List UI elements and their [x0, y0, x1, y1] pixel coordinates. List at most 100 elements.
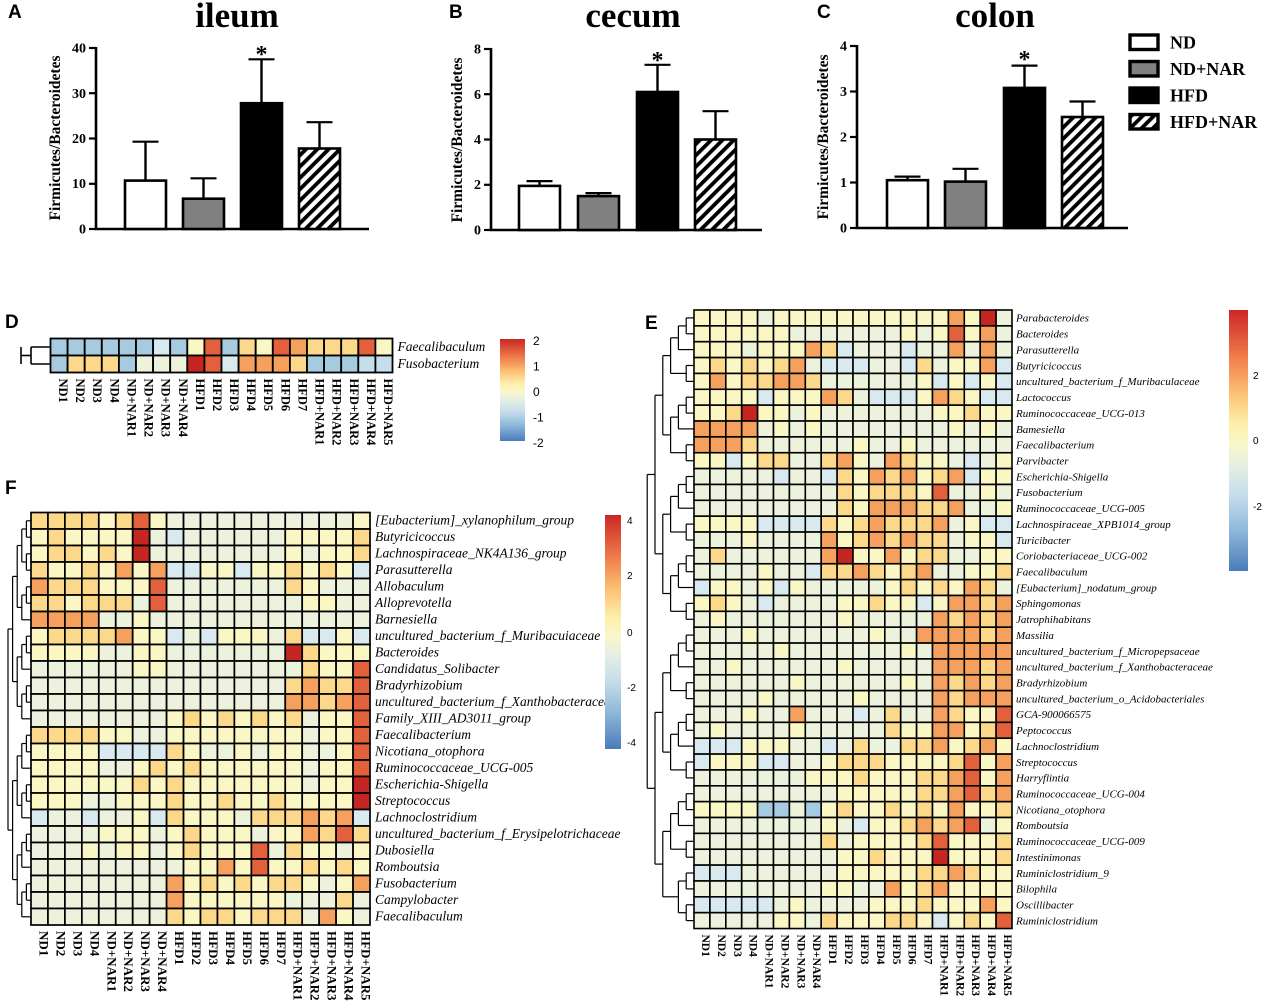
svg-text:ND1: ND1 — [37, 931, 52, 956]
svg-text:HFD6: HFD6 — [278, 379, 292, 412]
svg-text:Butyricicoccus: Butyricicoccus — [1016, 360, 1081, 372]
svg-text:ND2: ND2 — [715, 935, 727, 958]
svg-text:2: 2 — [1253, 371, 1259, 382]
svg-text:HFD+NAR: HFD+NAR — [1170, 112, 1258, 132]
svg-text:4: 4 — [627, 516, 633, 527]
svg-text:HFD3: HFD3 — [227, 379, 241, 412]
svg-text:Ruminiclostridium: Ruminiclostridium — [1015, 915, 1098, 927]
svg-text:ND+NAR2: ND+NAR2 — [142, 379, 156, 438]
svg-text:ND3: ND3 — [70, 931, 85, 957]
svg-text:2: 2 — [627, 571, 633, 582]
svg-text:40: 40 — [72, 42, 86, 57]
svg-text:Bacteroides: Bacteroides — [1016, 329, 1068, 341]
svg-text:HFD6: HFD6 — [906, 935, 918, 965]
svg-text:HFD+NAR4: HFD+NAR4 — [985, 935, 997, 997]
svg-text:Bradyrhizobium: Bradyrhizobium — [1016, 678, 1087, 690]
svg-text:ND+NAR3: ND+NAR3 — [794, 935, 806, 989]
svg-text:Firmicutes/Bacteroidetes: Firmicutes/Bacteroidetes — [815, 55, 832, 220]
svg-text:HFD+NAR5: HFD+NAR5 — [1001, 935, 1013, 997]
svg-text:Streptococcus: Streptococcus — [375, 793, 450, 808]
svg-text:20: 20 — [72, 132, 86, 147]
svg-text:ND: ND — [1170, 33, 1196, 53]
svg-text:uncultured_bacterium_o_Acidoba: uncultured_bacterium_o_Acidobacteriales — [1016, 693, 1204, 705]
svg-text:C: C — [817, 2, 831, 23]
svg-text:0: 0 — [79, 223, 86, 238]
svg-text:ND3: ND3 — [90, 379, 104, 403]
svg-text:Campylobacter: Campylobacter — [375, 892, 459, 907]
svg-text:-4: -4 — [627, 738, 636, 749]
svg-text:Lactococcus: Lactococcus — [1015, 392, 1071, 404]
svg-text:0: 0 — [627, 628, 633, 639]
svg-text:Ruminococcaceae_UCG-005: Ruminococcaceae_UCG-005 — [374, 760, 533, 775]
svg-text:HFD+NAR4: HFD+NAR4 — [364, 379, 378, 447]
svg-text:Peptococcus: Peptococcus — [1015, 725, 1072, 737]
svg-text:uncultured_bacterium_f_Muribac: uncultured_bacterium_f_Muribacuiaceae — [375, 628, 600, 643]
svg-text:HFD4: HFD4 — [223, 931, 238, 965]
svg-text:Candidatus_Solibacter: Candidatus_Solibacter — [375, 661, 500, 676]
svg-text:HFD1: HFD1 — [193, 379, 207, 412]
svg-text:-2: -2 — [1253, 502, 1262, 513]
svg-text:F: F — [5, 478, 17, 499]
svg-text:2: 2 — [840, 131, 847, 146]
svg-text:HFD2: HFD2 — [842, 935, 854, 965]
svg-text:*: * — [1019, 47, 1031, 73]
svg-text:HFD4: HFD4 — [874, 935, 886, 965]
svg-text:cecum: cecum — [585, 0, 680, 35]
svg-text:0: 0 — [533, 385, 540, 399]
svg-text:Faecalibacterium: Faecalibacterium — [374, 727, 471, 742]
svg-text:ND+NAR1: ND+NAR1 — [104, 931, 119, 992]
svg-text:ileum: ileum — [195, 0, 279, 35]
svg-text:HFD7: HFD7 — [274, 931, 289, 965]
svg-text:Coriobacteriaceae_UCG-002: Coriobacteriaceae_UCG-002 — [1016, 551, 1148, 563]
svg-text:Ruminococcaceae_UCG-005: Ruminococcaceae_UCG-005 — [1015, 503, 1145, 515]
svg-text:Sphingomonas: Sphingomonas — [1016, 598, 1081, 610]
svg-text:ND+NAR1: ND+NAR1 — [763, 935, 775, 989]
svg-text:HFD1: HFD1 — [826, 935, 838, 965]
svg-text:HFD7: HFD7 — [296, 379, 310, 412]
svg-text:1: 1 — [840, 176, 847, 191]
svg-text:Butyricicoccus: Butyricicoccus — [375, 529, 455, 544]
svg-text:Family_XIII_AD3011_group: Family_XIII_AD3011_group — [374, 711, 531, 726]
svg-text:Faecalibaculum: Faecalibaculum — [1015, 567, 1088, 579]
svg-text:A: A — [8, 2, 22, 23]
svg-text:Ruminococcaceae_UCG-009: Ruminococcaceae_UCG-009 — [1015, 836, 1145, 848]
svg-text:Lachnoclostridium: Lachnoclostridium — [374, 810, 477, 825]
svg-text:4: 4 — [474, 133, 481, 148]
svg-text:Fusobacterium: Fusobacterium — [1015, 487, 1083, 499]
svg-text:colon: colon — [955, 0, 1035, 35]
svg-text:HFD+NAR1: HFD+NAR1 — [313, 379, 327, 446]
svg-text:Escherichia-Shigella: Escherichia-Shigella — [374, 777, 488, 792]
svg-text:ND+NAR2: ND+NAR2 — [121, 931, 136, 992]
svg-text:HFD+NAR3: HFD+NAR3 — [347, 379, 361, 446]
svg-text:30: 30 — [72, 87, 86, 102]
svg-text:Oscillibacter: Oscillibacter — [1016, 900, 1074, 912]
svg-text:HFD+NAR1: HFD+NAR1 — [291, 931, 306, 1001]
svg-text:Jatrophihabitans: Jatrophihabitans — [1016, 614, 1091, 626]
svg-text:HFD6: HFD6 — [257, 931, 272, 965]
svg-text:Lachnoclostridium: Lachnoclostridium — [1015, 741, 1099, 753]
svg-text:Allobaculum: Allobaculum — [374, 579, 444, 594]
svg-text:HFD+NAR3: HFD+NAR3 — [969, 935, 981, 997]
svg-text:Ruminococcaceae_UCG-004: Ruminococcaceae_UCG-004 — [1015, 789, 1145, 801]
svg-text:0: 0 — [474, 224, 481, 239]
svg-text:Lachnospiraceae_NK4A136_group: Lachnospiraceae_NK4A136_group — [374, 546, 567, 561]
svg-text:uncultured_bacterium_f_Muribac: uncultured_bacterium_f_Muribaculaceae — [1016, 376, 1200, 388]
svg-text:ND+NAR: ND+NAR — [1170, 59, 1246, 79]
svg-text:ND4: ND4 — [107, 379, 121, 404]
svg-text:ND+NAR1: ND+NAR1 — [125, 379, 139, 438]
svg-text:2: 2 — [474, 178, 481, 193]
svg-text:ND+NAR4: ND+NAR4 — [155, 931, 170, 992]
svg-text:Barnesiella: Barnesiella — [375, 612, 437, 627]
svg-text:ND+NAR3: ND+NAR3 — [138, 931, 153, 992]
svg-text:GCA-900066575: GCA-900066575 — [1016, 709, 1092, 721]
svg-text:ND1: ND1 — [699, 935, 711, 958]
svg-text:Firmicutes/Bacteroidetes: Firmicutes/Bacteroidetes — [449, 58, 466, 223]
svg-text:8: 8 — [474, 43, 481, 58]
svg-text:HFD+NAR2: HFD+NAR2 — [953, 935, 965, 997]
svg-text:E: E — [645, 313, 658, 334]
svg-text:Fusobacterium: Fusobacterium — [397, 356, 480, 371]
svg-text:Parabacteroides: Parabacteroides — [1015, 313, 1089, 325]
svg-text:Dubosiella: Dubosiella — [374, 843, 434, 858]
svg-text:HFD+NAR5: HFD+NAR5 — [381, 379, 395, 446]
svg-text:uncultured_bacterium_f_Xanthob: uncultured_bacterium_f_Xanthobacteraceae — [375, 694, 617, 709]
